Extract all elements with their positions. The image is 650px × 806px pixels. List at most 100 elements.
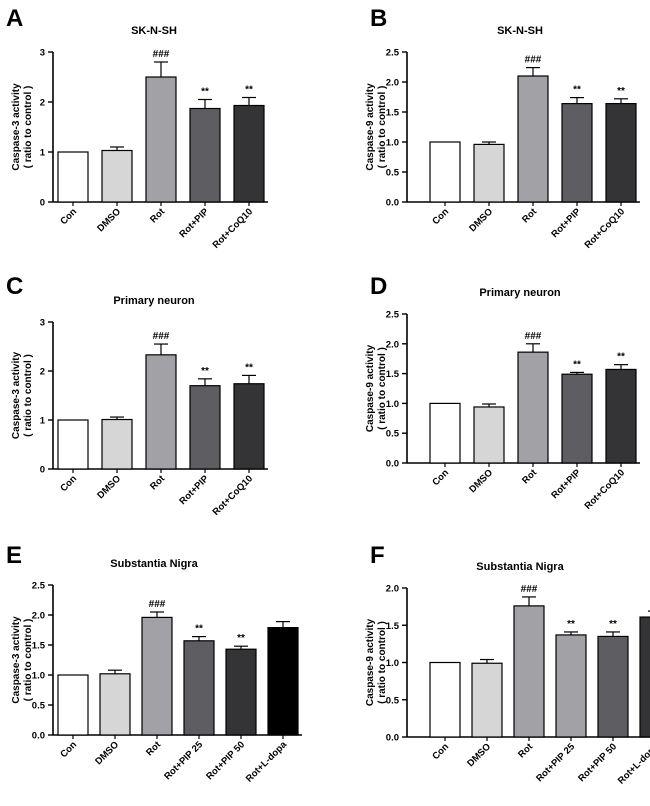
bar bbox=[597, 635, 629, 738]
panel-letter: B bbox=[370, 5, 387, 32]
y-tick-label: 2.0 bbox=[386, 584, 399, 595]
significance-label: ### bbox=[149, 599, 166, 610]
x-tick-label: Con bbox=[58, 739, 79, 760]
x-tick-label: DMSO bbox=[467, 467, 495, 495]
y-tick-label: 1.5 bbox=[386, 369, 400, 380]
bar bbox=[429, 661, 461, 738]
bar bbox=[473, 406, 505, 464]
significance-label: ** bbox=[195, 624, 203, 635]
bar bbox=[429, 402, 461, 464]
significance-label: ### bbox=[153, 49, 170, 60]
x-tick-label: Rot+CoQ10 bbox=[211, 473, 256, 518]
x-tick-label: Rot+PIP 25 bbox=[534, 741, 577, 784]
x-tick-label: DMSO bbox=[93, 739, 121, 767]
y-tick-label: 1.5 bbox=[32, 641, 46, 652]
x-tick-label: DMSO bbox=[465, 741, 493, 769]
bar bbox=[101, 149, 133, 203]
bar bbox=[183, 640, 215, 736]
significance-label: ** bbox=[237, 633, 245, 644]
y-axis-label-line: Caspase-3 activity bbox=[11, 351, 22, 439]
y-axis-label-line: ( ratio to control ) bbox=[23, 354, 34, 437]
y-tick-label: 1.0 bbox=[386, 399, 399, 410]
bar bbox=[189, 385, 221, 470]
panel-f: F Substantia Nigra Caspase-9 activity( rat… bbox=[365, 542, 650, 787]
bar bbox=[141, 616, 173, 736]
x-tick-label: Con bbox=[430, 741, 451, 762]
x-tick-label: Con bbox=[58, 206, 79, 227]
x-tick-label: Con bbox=[430, 206, 451, 227]
y-tick-label: 2.0 bbox=[386, 339, 399, 350]
significance-label: ### bbox=[153, 331, 170, 342]
x-tick-label: Rot+PIP 50 bbox=[204, 739, 247, 782]
y-tick-label: 0.5 bbox=[386, 695, 400, 706]
y-axis-label-line: Caspase-3 activity bbox=[11, 83, 22, 171]
y-axis-label-line: ( ratio to control ) bbox=[377, 86, 388, 169]
y-tick-label: 2.5 bbox=[386, 310, 400, 321]
significance-label: ** bbox=[609, 619, 617, 630]
y-tick-label: 2.5 bbox=[386, 48, 400, 59]
bar bbox=[605, 102, 637, 203]
x-tick-label: Rot bbox=[520, 467, 540, 487]
bar bbox=[57, 151, 89, 203]
x-tick-label: Con bbox=[58, 473, 79, 494]
bar bbox=[639, 616, 650, 738]
chart-title: Substantia Nigra bbox=[110, 558, 198, 570]
y-axis-label: Caspase-9 activity( ratio to control ) bbox=[365, 618, 388, 706]
panel-b: B SK-N-SH Caspase-9 activity( ratio to con… bbox=[365, 5, 640, 251]
x-tick-label: Rot+L-dopa bbox=[244, 739, 290, 785]
panel-letter: F bbox=[370, 542, 385, 569]
bar bbox=[233, 383, 265, 470]
significance-label: ** bbox=[245, 362, 253, 373]
y-tick-label: 0 bbox=[40, 198, 45, 209]
panel-letter: A bbox=[6, 5, 23, 32]
y-axis-label: Caspase-3 activity( ratio to control ) bbox=[11, 616, 34, 704]
bar bbox=[517, 75, 549, 203]
y-tick-label: 1.0 bbox=[386, 138, 399, 149]
y-tick-label: 0.5 bbox=[32, 701, 46, 712]
bar bbox=[561, 102, 593, 203]
panel-letter: C bbox=[6, 273, 23, 300]
significance-label: ### bbox=[525, 55, 542, 66]
significance-label: ### bbox=[525, 331, 542, 342]
significance-label: ** bbox=[617, 86, 625, 97]
y-axis-label: Caspase-3 activity( ratio to control ) bbox=[11, 351, 34, 439]
panel-letter: D bbox=[370, 273, 387, 300]
bar bbox=[555, 634, 587, 738]
bar bbox=[267, 626, 299, 736]
x-tick-label: Rot+PIP bbox=[549, 467, 583, 501]
y-axis-label-line: Caspase-9 activity bbox=[365, 83, 376, 171]
bar bbox=[57, 419, 89, 470]
y-tick-label: 0.5 bbox=[386, 429, 400, 440]
bar bbox=[429, 141, 461, 203]
chart-title: SK-N-SH bbox=[131, 25, 177, 37]
bar bbox=[561, 373, 593, 464]
y-axis-label-line: Caspase-9 activity bbox=[365, 618, 376, 706]
panel-d: D Primary neuron Caspase-9 activity( ratio… bbox=[365, 273, 640, 512]
y-tick-label: 2.5 bbox=[32, 581, 46, 592]
bar bbox=[101, 418, 133, 470]
significance-label: ** bbox=[201, 366, 209, 377]
x-tick-label: Rot+PIP bbox=[177, 473, 211, 507]
y-axis-label-line: Caspase-9 activity bbox=[365, 344, 376, 432]
y-tick-label: 0.5 bbox=[386, 168, 400, 179]
chart-title: Primary neuron bbox=[479, 287, 561, 299]
panel-c: C Primary neuron Caspase-3 activity( ratio… bbox=[6, 273, 268, 518]
x-tick-label: Rot+L-dopa bbox=[616, 741, 650, 787]
x-tick-label: Rot+PIP 25 bbox=[162, 739, 205, 782]
significance-label: ** bbox=[573, 85, 581, 96]
significance-label: ** bbox=[201, 87, 209, 98]
panel-letter: E bbox=[6, 542, 22, 569]
significance-label: ** bbox=[245, 85, 253, 96]
x-tick-label: Con bbox=[430, 467, 451, 488]
bar bbox=[517, 351, 549, 464]
x-tick-label: Rot bbox=[148, 206, 168, 226]
y-tick-label: 0.0 bbox=[386, 459, 399, 470]
chart-title: SK-N-SH bbox=[497, 25, 543, 37]
x-tick-label: Rot bbox=[520, 206, 540, 226]
bar bbox=[189, 107, 221, 203]
y-tick-label: 1 bbox=[40, 416, 46, 427]
y-tick-label: 2.0 bbox=[386, 78, 399, 89]
y-tick-label: 2 bbox=[40, 367, 45, 378]
y-tick-label: 1.0 bbox=[386, 658, 399, 669]
